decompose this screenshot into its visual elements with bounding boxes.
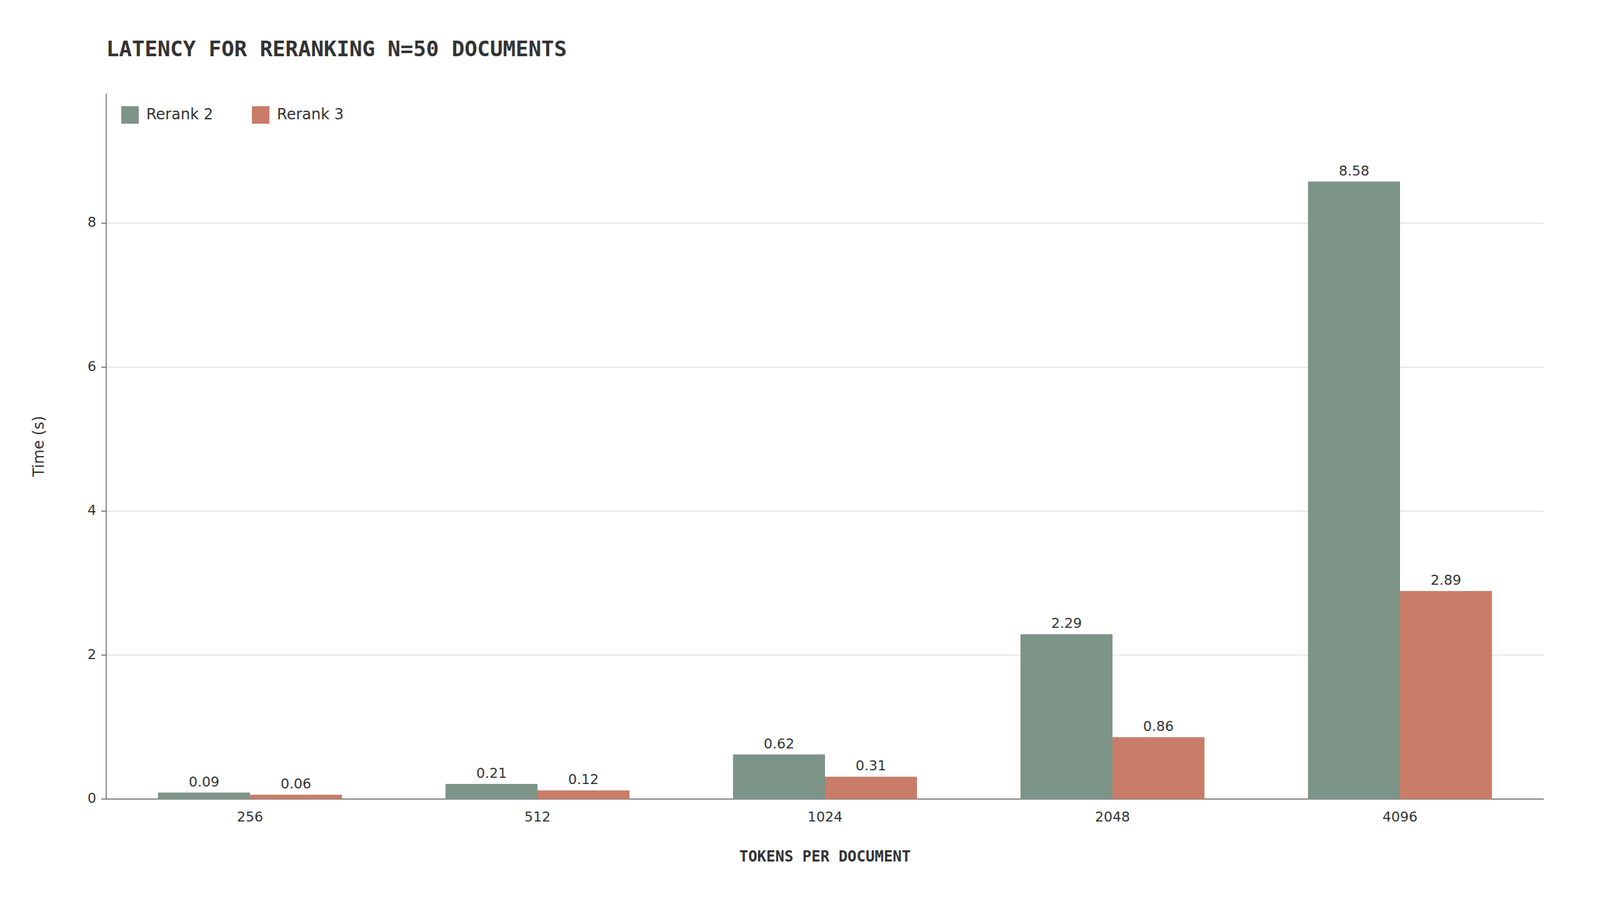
y-axis-line <box>105 93 107 800</box>
data-label: 0.86 <box>1143 718 1174 735</box>
y-tick-label: 2 <box>87 646 97 663</box>
y-tick <box>101 223 107 225</box>
legend-swatch <box>121 106 139 124</box>
data-labels: 0.09 0.21 0.62 2.29 8.58 0.06 0.12 0.31 0.86 2.89 <box>188 163 1462 793</box>
data-label: 0.09 <box>188 774 220 790</box>
bar <box>445 784 538 800</box>
x-tick-label: 2048 <box>1095 809 1130 825</box>
bar <box>250 795 342 800</box>
x-ticks: 256 512 1024 2048 4096 <box>236 809 1418 825</box>
legend-label: Rerank 3 <box>276 105 344 124</box>
y-tick-label: 0 <box>87 790 97 807</box>
bar <box>1112 737 1205 800</box>
y-tick <box>101 510 107 512</box>
y-tick-label: 6 <box>87 358 97 375</box>
data-label: 0.06 <box>280 776 312 792</box>
data-label: 2.29 <box>1051 615 1082 632</box>
bars <box>158 181 1492 800</box>
y-axis-label: Time (s) <box>30 416 48 479</box>
y-tick <box>101 655 107 657</box>
title: LATENCY FOR RERANKING N=50 DOCUMENTS <box>106 36 567 62</box>
chart-svg: 0 2 4 6 8 0.09 0.21 0.62 2.29 8.58 0.06 0.12 0.31 0.8… <box>0 0 1600 899</box>
background <box>0 0 1600 899</box>
legend: Rerank 2 Rerank 3 <box>121 105 344 124</box>
bar <box>825 776 917 800</box>
data-label: 8.58 <box>1338 163 1370 179</box>
bar <box>1400 591 1492 800</box>
y-tick-label: 8 <box>87 214 97 230</box>
bar <box>158 793 250 800</box>
bar <box>1308 181 1400 800</box>
bar <box>733 755 825 800</box>
y-tick-label: 4 <box>87 502 97 519</box>
bar <box>1020 634 1113 800</box>
data-label: 0.31 <box>855 758 887 774</box>
data-label: 0.21 <box>476 765 507 782</box>
bar <box>537 790 630 800</box>
data-label: 0.62 <box>763 736 795 752</box>
legend-swatch <box>251 106 270 124</box>
x-tick-label: 4096 <box>1382 809 1418 825</box>
x-tick-label: 1024 <box>807 809 843 825</box>
x-tick-label: 256 <box>236 809 264 825</box>
y-tick <box>101 366 107 369</box>
chart-container: 0 2 4 6 8 0.09 0.21 0.62 2.29 8.58 0.06 0.12 0.31 0.8… <box>0 0 1600 899</box>
data-label: 2.89 <box>1430 572 1462 589</box>
y-tick <box>101 798 107 800</box>
x-axis-label: TOKENS PER DOCUMENT <box>739 848 912 866</box>
legend-label: Rerank 2 <box>146 105 214 124</box>
data-label: 0.12 <box>568 771 599 788</box>
x-tick-label: 512 <box>524 809 551 825</box>
